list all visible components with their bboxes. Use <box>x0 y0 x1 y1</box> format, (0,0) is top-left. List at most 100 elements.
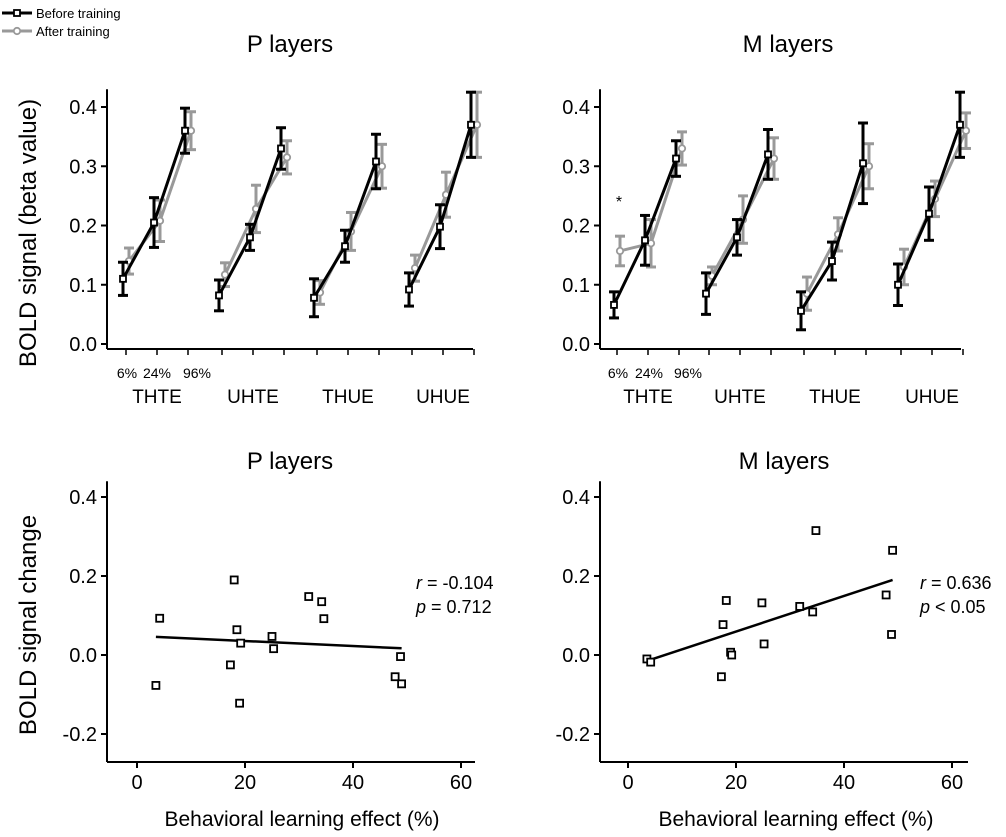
y-tick-label: 0.0 <box>562 334 590 356</box>
y-tick-label: -0.2 <box>63 724 97 746</box>
y-tick-label: 0.2 <box>562 216 590 238</box>
x-tick-label: 60 <box>941 772 963 794</box>
data-point <box>215 291 223 300</box>
panel-title-bottom-left: P layers <box>247 448 333 475</box>
data-point <box>341 242 349 251</box>
data-point <box>769 154 779 163</box>
y-tick-label: 0.4 <box>69 487 97 509</box>
group-label: UHTE <box>714 387 766 408</box>
scatter-point <box>319 614 329 624</box>
legend-after-label: After training <box>36 24 110 39</box>
data-point <box>859 159 867 168</box>
y-tick-label: 0.2 <box>562 566 590 588</box>
group-label: THTE <box>623 387 673 408</box>
x-tick-label: 20 <box>725 772 747 794</box>
scatter-chart-m-layers: -0.2 0.0 0.2 0.4 0 20 40 60 <box>556 481 968 794</box>
data-point <box>119 274 127 283</box>
scatter-point <box>269 644 279 654</box>
legend-before-label: Before training <box>36 6 121 21</box>
scatter-point <box>759 639 769 649</box>
scatter-point <box>232 625 242 635</box>
data-point <box>764 150 772 159</box>
data-point <box>372 157 380 166</box>
data-point <box>436 222 444 231</box>
scatter-point <box>795 602 805 611</box>
scatter-point <box>317 597 327 607</box>
stat-r-left: r = -0.104 <box>416 573 494 593</box>
y-tick-label: 0.3 <box>69 156 97 178</box>
y-tick-label: 0.0 <box>562 645 590 667</box>
data-point <box>702 289 710 298</box>
data-point <box>956 120 964 129</box>
group-label: THUE <box>322 387 374 408</box>
x-tick-label: 60 <box>450 772 472 794</box>
scatter-chart-p-layers: -0.2 0.0 0.2 0.4 0 20 40 60 <box>63 481 475 794</box>
regression-line <box>646 578 893 663</box>
legend: Before training After training <box>2 6 121 39</box>
data-point <box>828 257 836 265</box>
data-point <box>246 233 254 242</box>
x-tick-label: 40 <box>342 772 364 794</box>
scatter-point <box>646 657 656 667</box>
panel-title-bottom-right: M layers <box>739 448 830 475</box>
scatter-point <box>226 660 235 670</box>
data-point <box>615 246 625 256</box>
line-chart-p-layers: 0.0 0.1 0.2 0.3 0.4 THTE UHTE THUE UHUE <box>69 89 482 408</box>
data-point <box>277 144 285 153</box>
data-point <box>310 293 318 302</box>
scatter-point <box>808 607 818 617</box>
data-point <box>181 126 189 135</box>
line-chart-m-layers: 0.0 0.1 0.2 0.3 0.4 THTE UHTE THUE UHUE <box>562 89 971 408</box>
group-label: THUE <box>809 387 861 408</box>
bottom-right-x-axis-label: Behavioral learning effect (%) <box>658 808 933 831</box>
scatter-point <box>236 638 246 648</box>
data-point <box>961 126 971 135</box>
contrast-label-6-right: 6% <box>608 365 628 381</box>
scatter-point <box>881 590 891 600</box>
scatter-point <box>304 592 314 601</box>
contrast-label-96-left: 96% <box>183 365 211 381</box>
scatter-point <box>811 526 821 535</box>
data-point <box>677 144 687 153</box>
scatter-point <box>397 679 407 689</box>
bottom-y-axis-label: BOLD signal change <box>15 515 42 735</box>
x-tick-label: 0 <box>622 772 633 794</box>
data-point <box>467 120 475 129</box>
scatter-point <box>235 698 245 708</box>
scatter-point <box>887 630 896 639</box>
x-tick-label: 40 <box>833 772 855 794</box>
scatter-point <box>757 598 767 608</box>
contrast-label-24-left: 24% <box>143 365 171 381</box>
y-tick-label: -0.2 <box>556 724 590 746</box>
y-tick-label: 0.3 <box>562 156 590 178</box>
y-tick-label: 0.4 <box>562 97 590 119</box>
stat-p-right: p < 0.05 <box>919 597 986 617</box>
stat-p-left: p = 0.712 <box>415 597 492 617</box>
data-point <box>894 280 902 289</box>
data-point <box>282 153 292 162</box>
significance-star: * <box>616 194 622 211</box>
x-tick-label: 20 <box>234 772 256 794</box>
data-point <box>925 209 933 218</box>
group-label: UHTE <box>227 387 279 408</box>
scatter-point <box>888 545 897 555</box>
scatter-point <box>718 620 728 629</box>
scatter-point <box>727 650 737 660</box>
data-point <box>733 233 741 242</box>
data-point <box>150 218 158 227</box>
y-tick-label: 0.1 <box>562 275 590 297</box>
scatter-point <box>155 613 165 623</box>
y-tick-label: 0.0 <box>69 645 97 667</box>
contrast-label-6-left: 6% <box>117 365 137 381</box>
bottom-left-x-axis-label: Behavioral learning effect (%) <box>164 808 439 831</box>
legend-before-marker <box>13 9 21 17</box>
scatter-point <box>717 672 726 682</box>
scatter-point <box>396 652 405 661</box>
panel-title-top-left: P layers <box>247 31 333 58</box>
scatter-point <box>151 681 161 690</box>
scatter-point <box>390 672 400 682</box>
data-point <box>405 285 413 294</box>
y-tick-label: 0.1 <box>69 275 97 297</box>
data-point <box>220 270 230 279</box>
